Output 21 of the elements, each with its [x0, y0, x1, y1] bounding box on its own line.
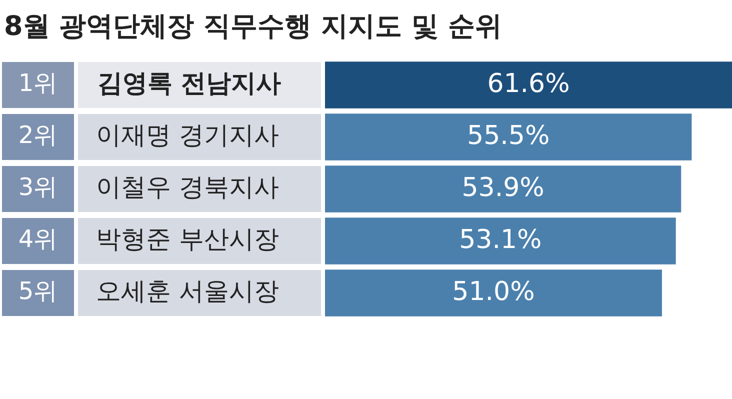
bar: [325, 62, 732, 108]
text: 5위: [18, 277, 58, 306]
chart-title: 8월 광역단체장 직무수행 지지도 및 순위: [3, 10, 503, 44]
data-label: 53.9%: [462, 172, 544, 203]
y-tick-label: 오세훈 서울시장: [80, 276, 279, 306]
bar: [325, 218, 676, 264]
data-label: 55.5%: [467, 120, 550, 151]
y-tick-label: 박형준 부산시장: [80, 224, 279, 254]
text: 3위: [18, 173, 58, 202]
y-tick-label: 김영록 전남지사: [80, 68, 282, 98]
bar: [325, 166, 682, 212]
text: 1위: [18, 69, 58, 98]
text: 4위: [18, 225, 58, 254]
data-label: 53.1%: [459, 224, 542, 255]
data-label: 61.6%: [487, 68, 570, 99]
bar: [325, 270, 662, 316]
y-tick-label: 이재명 경기지사: [80, 120, 279, 150]
y-tick-label: 이철우 경북지사: [80, 172, 279, 202]
bar: [325, 114, 692, 160]
text: 2위: [18, 121, 58, 150]
data-label: 51.0%: [452, 276, 535, 307]
